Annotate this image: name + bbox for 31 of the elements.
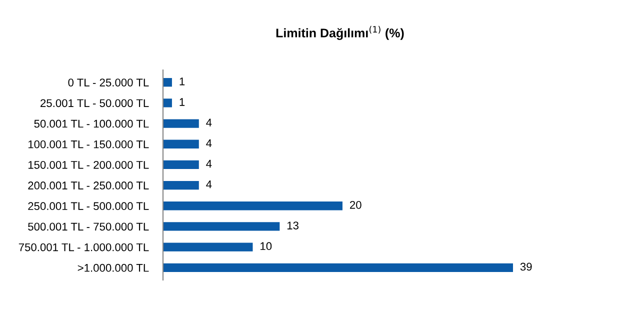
y-tick-label: 100.001 TL - 150.000 TL: [28, 140, 149, 148]
chart-title: Limitin Dağılımı$^{(1)}$ (%): [276, 26, 404, 40]
y-tick-label: >1.000.000 TL: [78, 264, 149, 272]
bar: [163, 222, 280, 231]
data-label: 1: [180, 78, 185, 86]
bar: [163, 119, 199, 128]
bar: [163, 202, 342, 210]
data-label: 20: [350, 200, 362, 209]
bar: [163, 263, 513, 272]
y-tick-label: 0 TL - 25.000 TL: [68, 78, 149, 86]
data-label: 10: [260, 242, 272, 250]
data-label: 4: [206, 180, 212, 188]
data-label: 1: [180, 98, 185, 106]
y-tick-label: 50.001 TL - 100.000 TL: [34, 120, 149, 128]
data-label: 13: [287, 222, 298, 230]
y-tick-label: 500.001 TL - 750.000 TL: [28, 222, 149, 231]
y-tick-label: 250.001 TL - 500.000 TL: [28, 202, 149, 210]
data-label: 4: [206, 139, 212, 147]
y-tick-label: 25.001 TL - 50.000 TL: [40, 99, 149, 108]
y-tick-label: 750.001 TL - 1.000.000 TL: [18, 243, 149, 252]
data-label: 39: [520, 262, 532, 271]
bar: [163, 180, 199, 190]
data-label: 4: [206, 160, 212, 168]
bar: [163, 242, 253, 252]
y-tick-label: 150.001 TL - 200.000 TL: [28, 160, 149, 169]
bar: [163, 78, 172, 87]
bar: [163, 160, 199, 170]
bar: [163, 140, 199, 148]
bar: [163, 98, 172, 108]
data-label: 4: [206, 118, 212, 126]
y-tick-label: 200.001 TL - 250.000 TL: [28, 182, 149, 190]
